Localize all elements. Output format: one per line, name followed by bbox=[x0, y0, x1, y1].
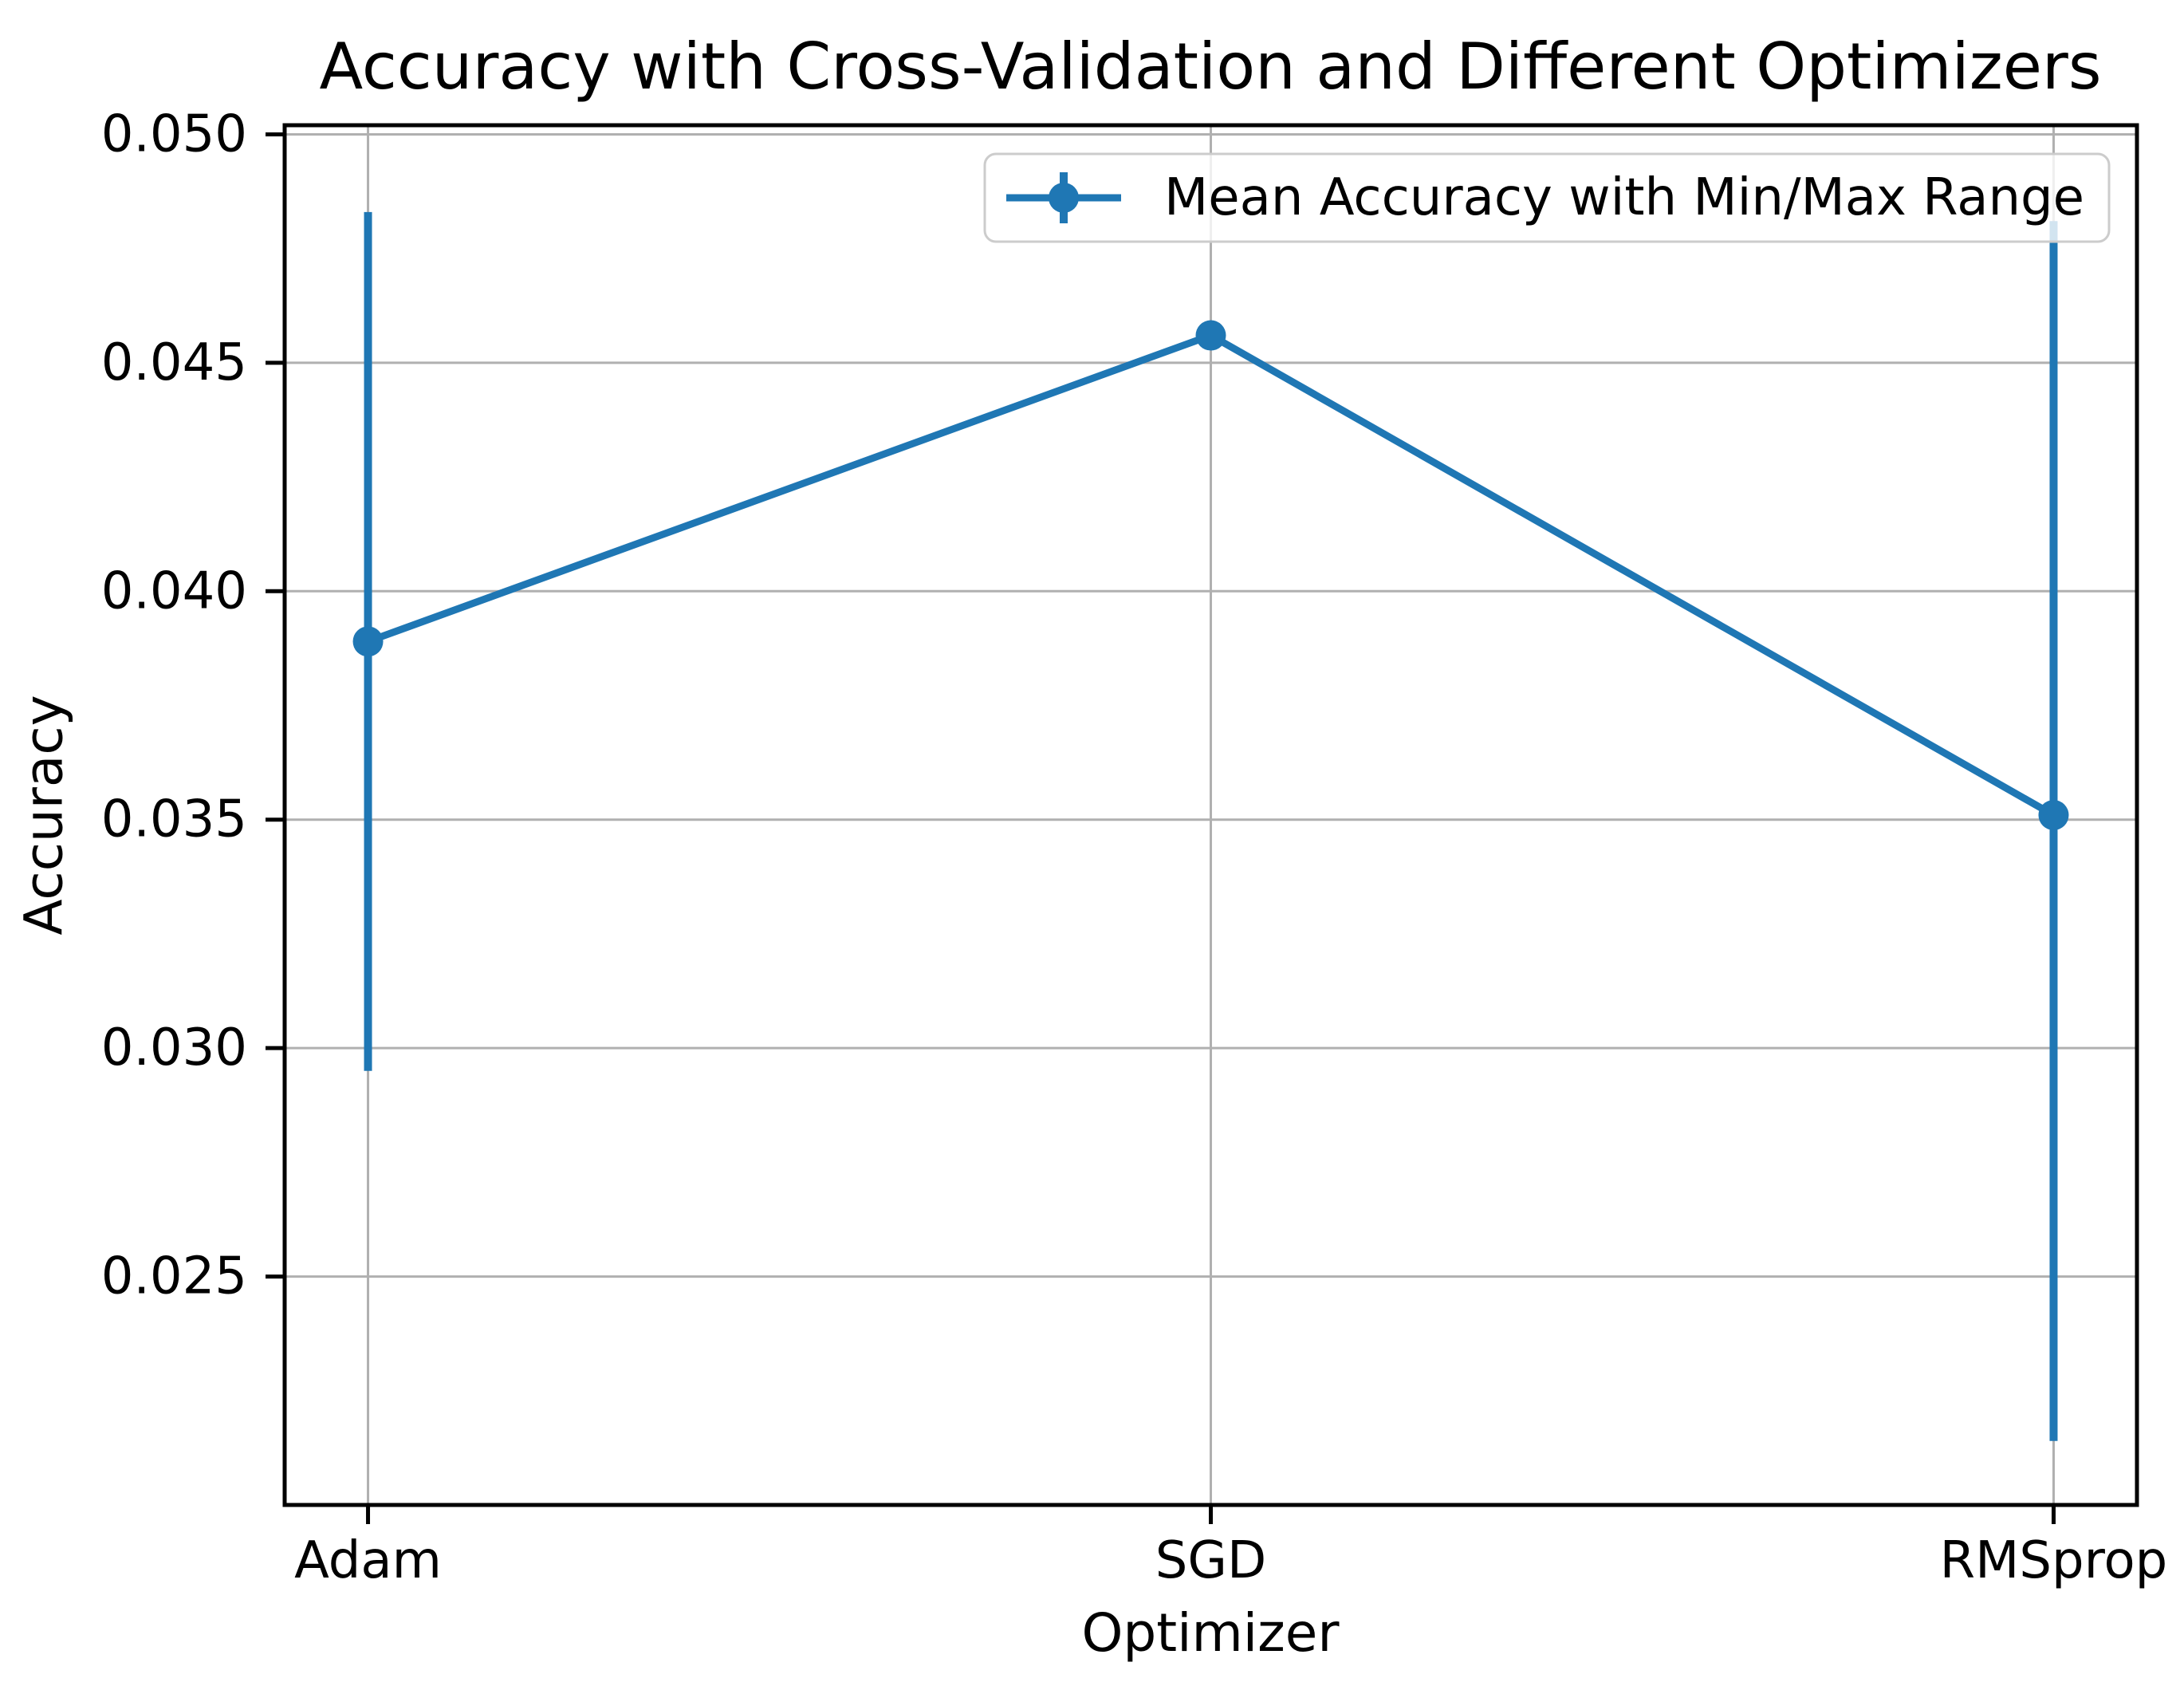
mean-marker bbox=[1195, 320, 1226, 351]
mean-marker bbox=[2038, 800, 2069, 830]
y-tick-label: 0.030 bbox=[101, 1018, 247, 1077]
x-tick-labels: Adam SGD RMSprop bbox=[294, 1531, 2167, 1590]
y-axis-label: Accuracy bbox=[14, 695, 75, 935]
x-tick-label: RMSprop bbox=[1940, 1531, 2168, 1590]
mean-markers bbox=[352, 320, 2069, 830]
legend-box bbox=[983, 152, 2111, 243]
legend: Mean Accuracy with Min/Max Range bbox=[983, 152, 2111, 243]
y-tick-label: 0.045 bbox=[101, 333, 247, 392]
y-tick-label: 0.050 bbox=[101, 104, 247, 163]
legend-marker-icon bbox=[1049, 183, 1079, 213]
axis-tick-marks bbox=[266, 132, 2056, 1524]
y-tick-label: 0.025 bbox=[101, 1247, 247, 1306]
y-tick-label: 0.035 bbox=[101, 790, 247, 849]
x-axis-label: Optimizer bbox=[1081, 1602, 1340, 1664]
legend-label: Mean Accuracy with Min/Max Range bbox=[1164, 168, 2084, 227]
x-tick-label: Adam bbox=[294, 1531, 442, 1590]
y-tick-label: 0.040 bbox=[101, 561, 247, 620]
x-tick-label: SGD bbox=[1155, 1531, 1267, 1590]
y-tick-labels: 0.050 0.045 0.040 0.035 0.030 0.025 bbox=[101, 104, 247, 1306]
mean-marker bbox=[352, 626, 384, 657]
chart-title: Accuracy with Cross-Validation and Diffe… bbox=[320, 30, 2102, 104]
